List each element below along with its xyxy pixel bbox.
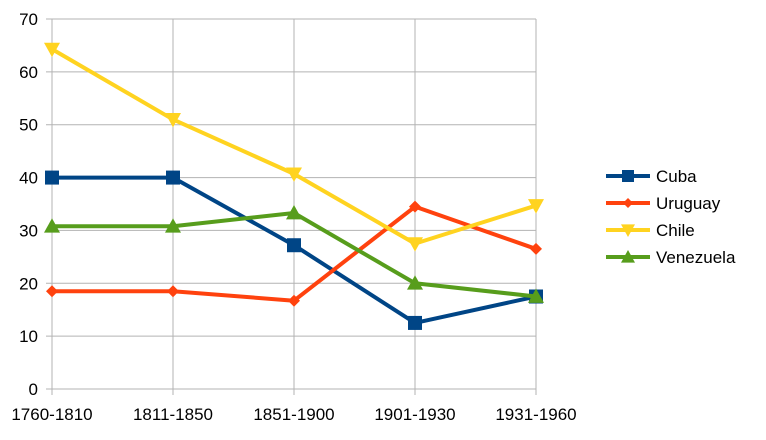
- data-point-cuba: [45, 170, 59, 185]
- data-point-uruguay: [46, 285, 58, 298]
- legend-marker-uruguay: [623, 198, 633, 208]
- y-tick-label: 40: [19, 169, 38, 188]
- legend-label-venezuela: Venezuela: [656, 248, 736, 267]
- data-point-uruguay: [167, 285, 179, 298]
- data-point-cuba: [287, 238, 301, 253]
- data-point-uruguay: [288, 294, 300, 307]
- data-point-chile: [528, 199, 544, 214]
- data-point-venezuela: [286, 204, 302, 220]
- y-tick-label: 30: [19, 221, 38, 240]
- y-tick-label: 20: [19, 274, 38, 293]
- data-point-chile: [44, 42, 60, 58]
- data-point-cuba: [408, 315, 422, 330]
- x-tick-label: 1760-1810: [11, 405, 92, 424]
- data-point-chile: [407, 237, 423, 252]
- legend-marker-chile: [621, 224, 635, 237]
- data-point-uruguay: [530, 242, 542, 255]
- data-point-cuba: [166, 170, 180, 185]
- legend-label-uruguay: Uruguay: [656, 194, 721, 213]
- legend-label-chile: Chile: [656, 221, 695, 240]
- x-tick-label: 1901-1930: [374, 405, 455, 424]
- data-point-uruguay: [409, 200, 421, 213]
- data-point-venezuela: [407, 275, 423, 290]
- x-tick-label: 1811-1850: [133, 405, 213, 424]
- data-point-venezuela: [44, 218, 60, 233]
- y-tick-label: 60: [19, 63, 38, 82]
- y-tick-label: 70: [19, 10, 38, 29]
- data-point-venezuela: [528, 288, 544, 303]
- y-tick-label: 10: [19, 327, 38, 346]
- legend-marker-cuba: [622, 170, 634, 182]
- y-tick-label: 50: [19, 116, 38, 135]
- data-point-chile: [286, 167, 302, 182]
- data-point-chile: [165, 113, 181, 128]
- data-point-venezuela: [165, 218, 181, 233]
- y-tick-label: 0: [29, 380, 38, 399]
- legend-label-cuba: Cuba: [656, 167, 697, 186]
- x-tick-label: 1931-1960: [495, 405, 576, 424]
- legend-marker-venezuela: [621, 250, 635, 263]
- x-tick-label: 1851-1900: [253, 405, 334, 424]
